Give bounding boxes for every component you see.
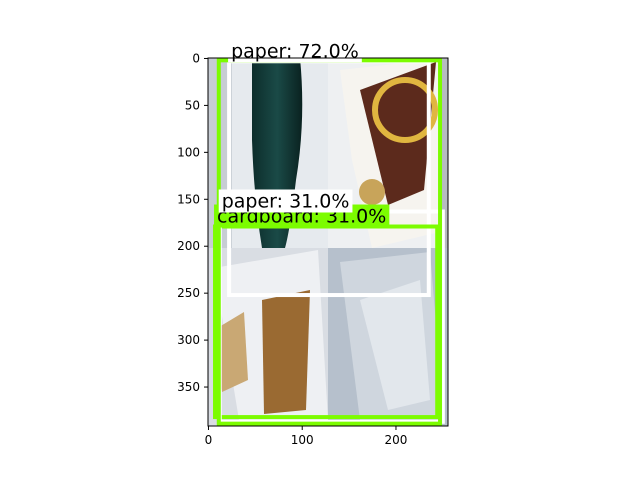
y-tick-label: 0 xyxy=(192,51,200,65)
y-tick-label: 350 xyxy=(177,380,200,394)
axes-frame xyxy=(207,57,449,427)
y-tick-label: 200 xyxy=(177,239,200,253)
x-axis: 0 100 200 xyxy=(205,426,408,447)
detection-label: paper: 72.0% xyxy=(231,40,359,62)
detection-label: paper: 31.0% xyxy=(222,190,350,212)
detection-label-bg xyxy=(228,39,362,63)
y-tick-label: 50 xyxy=(185,98,200,112)
y-tick-label: 100 xyxy=(177,145,200,159)
photo xyxy=(208,58,448,426)
x-tick-label: 200 xyxy=(385,433,408,447)
y-tick-label: 250 xyxy=(177,286,200,300)
y-tick-label: 150 xyxy=(177,192,200,206)
x-tick-label: 0 xyxy=(205,433,213,447)
detection-label-bg xyxy=(218,189,353,213)
y-axis: 0 50 100 150 200 250 300 350 xyxy=(177,51,208,394)
detection-labels: paper: 72.0%cardboard: 31.0%paper: 31.0% xyxy=(214,39,390,228)
y-tick-label: 300 xyxy=(177,333,200,347)
x-tick-label: 100 xyxy=(291,433,314,447)
